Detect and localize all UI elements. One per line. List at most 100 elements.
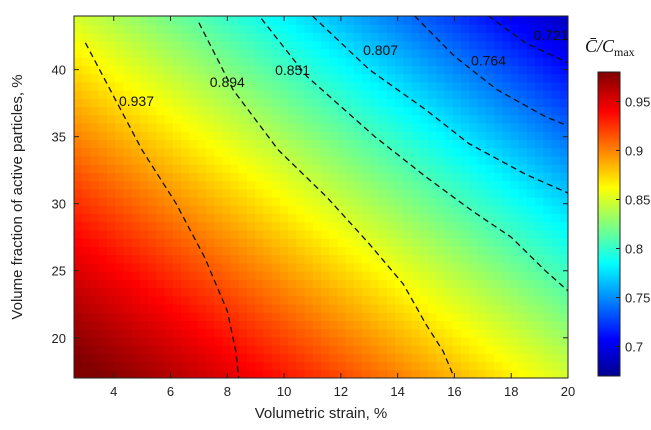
heatmap-cell [74, 238, 83, 247]
heatmap-cell [106, 303, 116, 313]
heatmap-cell [148, 155, 157, 165]
heatmap-cell [238, 131, 248, 141]
heatmap-cell [123, 188, 133, 198]
heatmap-cell [213, 197, 223, 206]
heatmap-cell [518, 16, 528, 25]
heatmap-cell [370, 205, 380, 215]
heatmap-cell [288, 336, 297, 346]
heatmap-cell [526, 147, 536, 157]
heatmap-cell [428, 131, 437, 141]
heatmap-cell [419, 16, 429, 25]
heatmap-cell [98, 303, 108, 313]
heatmap-cell [189, 32, 199, 42]
heatmap-cell [345, 65, 355, 75]
heatmap-cell [304, 271, 314, 280]
heatmap-cell [502, 271, 511, 280]
heatmap-cell [312, 328, 322, 338]
heatmap-cell [181, 114, 190, 124]
heatmap-cell [411, 164, 421, 173]
x-tick-label: 10 [277, 384, 291, 399]
heatmap-cell [535, 213, 544, 223]
heatmap-cell [304, 262, 314, 272]
heatmap-cell [189, 155, 199, 165]
heatmap-cell [378, 271, 388, 280]
heatmap-cell [386, 114, 396, 124]
heatmap-cell [477, 361, 487, 371]
heatmap-cell [148, 114, 157, 124]
heatmap-cell [296, 65, 306, 75]
heatmap-cell [395, 205, 404, 215]
heatmap-cell [139, 40, 149, 50]
heatmap-cell [164, 24, 174, 34]
heatmap-cell [74, 328, 83, 338]
heatmap-cell [502, 303, 511, 313]
heatmap-cell [271, 336, 281, 346]
heatmap-cell [378, 106, 388, 116]
heatmap-cell [271, 221, 281, 231]
heatmap-cell [90, 336, 100, 346]
heatmap-cell [279, 320, 289, 330]
heatmap-cell [502, 73, 511, 83]
heatmap-cell [518, 197, 528, 206]
heatmap-cell [74, 172, 83, 182]
heatmap-cell [526, 213, 536, 223]
heatmap-cell [493, 303, 503, 313]
heatmap-cell [559, 90, 568, 99]
heatmap-cell [329, 271, 339, 280]
heatmap-cell [115, 155, 124, 165]
heatmap-cell [469, 73, 479, 83]
heatmap-cell [543, 345, 553, 354]
heatmap-cell [164, 40, 174, 50]
heatmap-cell [386, 32, 396, 42]
heatmap-cell [460, 48, 470, 58]
heatmap-cell [205, 32, 215, 42]
heatmap-cell [477, 147, 487, 157]
heatmap-cell [353, 81, 363, 91]
heatmap-cell [238, 197, 248, 206]
heatmap-cell [288, 361, 297, 371]
heatmap-cell [395, 48, 404, 58]
heatmap-cell [353, 139, 363, 149]
heatmap-cell [543, 279, 553, 289]
heatmap-cell [411, 254, 421, 264]
heatmap-cell [98, 48, 108, 58]
heatmap-cell [362, 180, 371, 190]
heatmap-cell [452, 197, 462, 206]
heatmap-cell [279, 188, 289, 198]
heatmap-cell [156, 164, 166, 173]
heatmap-cell [543, 155, 553, 165]
heatmap-cell [246, 238, 256, 247]
heatmap-cell [90, 122, 100, 132]
heatmap-cell [370, 361, 380, 371]
heatmap-cell [419, 213, 429, 223]
heatmap-cell [115, 279, 124, 289]
heatmap-cell [197, 65, 207, 75]
heatmap-cell [535, 40, 544, 50]
heatmap-cell [403, 205, 413, 215]
heatmap-cell [131, 24, 141, 34]
heatmap-cell [502, 16, 511, 25]
heatmap-cell [362, 16, 371, 25]
heatmap-cell [271, 229, 281, 239]
heatmap-cell [98, 57, 108, 66]
heatmap-cell [411, 287, 421, 297]
heatmap-cell [139, 32, 149, 42]
heatmap-cell [296, 139, 306, 149]
heatmap-cell [337, 81, 347, 91]
heatmap-cell [139, 369, 149, 378]
heatmap-cell [271, 295, 281, 305]
heatmap-cell [460, 221, 470, 231]
heatmap-cell [148, 139, 157, 149]
heatmap-cell [411, 90, 421, 99]
heatmap-cell [559, 131, 568, 141]
heatmap-cell [156, 147, 166, 157]
heatmap-cell [329, 147, 339, 157]
heatmap-cell [74, 16, 83, 25]
heatmap-cell [362, 24, 371, 34]
heatmap-cell [189, 345, 199, 354]
heatmap-cell [559, 303, 568, 313]
heatmap-cell [115, 131, 124, 141]
heatmap-cell [510, 336, 520, 346]
heatmap-cell [345, 40, 355, 50]
heatmap-cell [428, 238, 437, 247]
